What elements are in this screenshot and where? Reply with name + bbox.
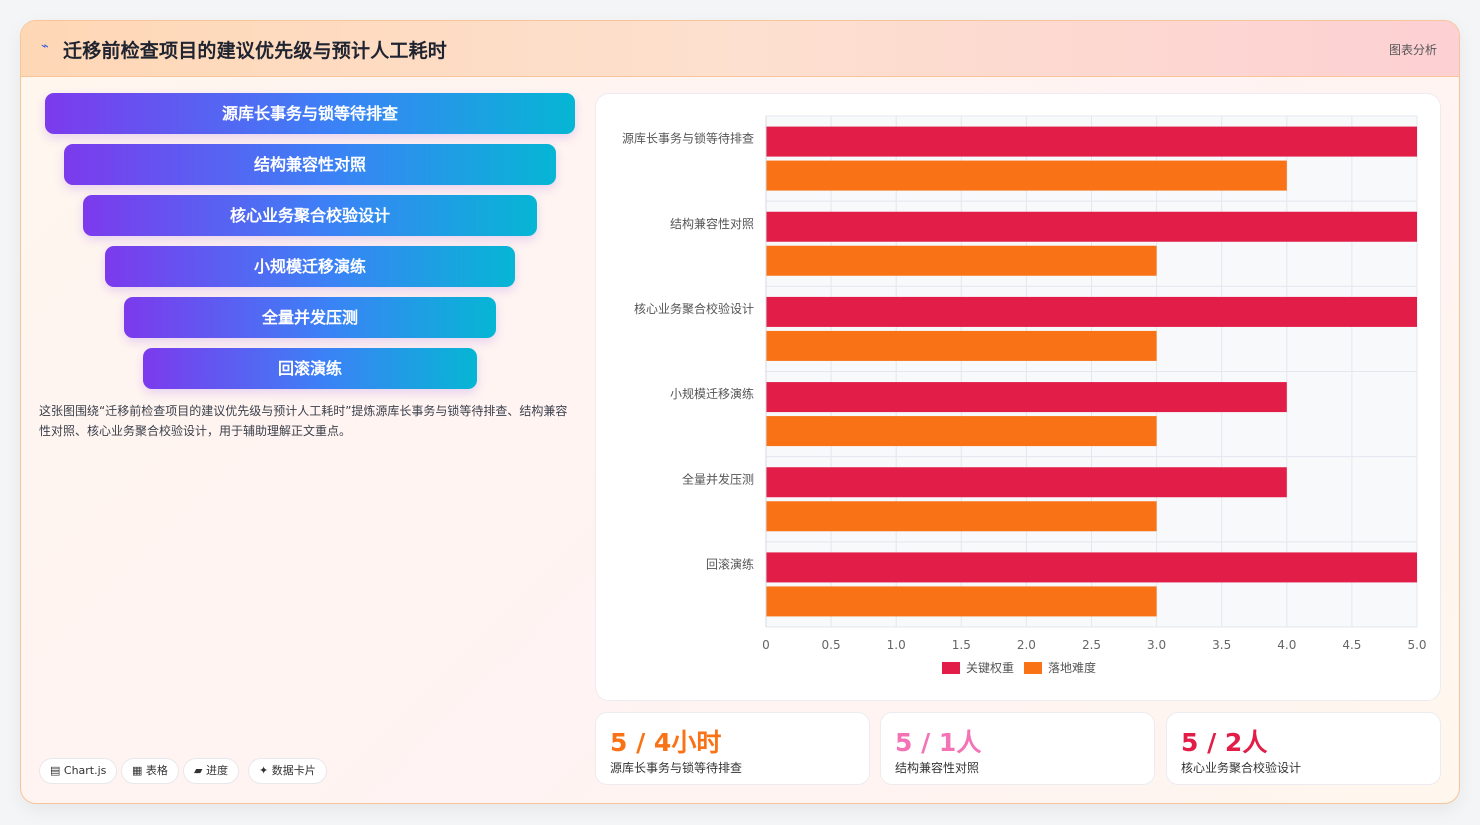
y-category-label: 小规模迁移演练: [670, 386, 754, 401]
funnel-stage-6: 回滚演练: [143, 348, 477, 389]
funnel-stage-2: 结构兼容性对照: [64, 144, 556, 185]
stat-label-3: 核心业务聚合校验设计: [1181, 761, 1302, 775]
tag-data-card[interactable]: ✦ 数据卡片: [248, 758, 327, 784]
stat-card-2: 5 / 1人 结构兼容性对照: [880, 712, 1155, 785]
bar-difficulty: [766, 586, 1157, 617]
card-header: ⌁ 迁移前检查项目的建议优先级与预计人工耗时 图表分析: [21, 21, 1459, 77]
x-tick-label: 1.0: [887, 638, 906, 652]
legend-swatch: [1024, 662, 1042, 674]
chart-analysis-link[interactable]: 图表分析: [1388, 43, 1437, 57]
stat-label-2: 结构兼容性对照: [895, 761, 980, 775]
bar-difficulty: [766, 245, 1157, 276]
tag-table[interactable]: ▦ 表格: [121, 758, 179, 784]
x-tick-label: 1.5: [952, 638, 971, 652]
y-category-label: 全量并发压测: [682, 471, 754, 486]
bar-difficulty: [766, 501, 1157, 532]
bar-key-weight: [766, 126, 1417, 157]
y-category-label: 源库长事务与锁等待排查: [622, 131, 754, 146]
x-tick-label: 0.5: [822, 638, 841, 652]
trend-icon: ⌁: [41, 39, 49, 54]
bar-key-weight: [766, 296, 1417, 327]
x-tick-label: 2.0: [1017, 638, 1036, 652]
stat-value-3: 5 / 2人: [1181, 728, 1268, 757]
x-tick-label: 4.5: [1342, 638, 1361, 652]
stat-label-1: 源库长事务与锁等待排查: [610, 761, 743, 775]
legend-swatch: [942, 662, 960, 674]
x-tick-label: 4.0: [1277, 638, 1296, 652]
bar-key-weight: [766, 467, 1287, 498]
y-category-label: 结构兼容性对照: [670, 216, 754, 231]
bar-difficulty: [766, 330, 1157, 361]
stat-card-1: 5 / 4小时 源库长事务与锁等待排查: [595, 712, 870, 785]
legend-label: 关键权重: [966, 661, 1014, 675]
legend-label: 落地难度: [1048, 660, 1096, 675]
x-tick-label: 0: [762, 638, 770, 652]
y-category-label: 核心业务聚合校验设计: [634, 301, 754, 316]
x-tick-label: 3.5: [1212, 638, 1231, 652]
x-tick-label: 2.5: [1082, 638, 1101, 652]
chart-description: 这张图围绕“迁移前检查项目的建议优先级与预计人工耗时”提炼源库长事务与锁等待排查…: [39, 404, 568, 438]
bar-difficulty: [766, 416, 1157, 447]
dashboard-card: ⌁ 迁移前检查项目的建议优先级与预计人工耗时 图表分析 源库长事务与锁等待排查 …: [20, 20, 1460, 804]
stat-card-3: 5 / 2人 核心业务聚合校验设计: [1166, 712, 1441, 785]
bar-key-weight: [766, 552, 1417, 583]
funnel-stage-1: 源库长事务与锁等待排查: [45, 93, 575, 134]
stat-value-1: 5 / 4小时: [610, 728, 722, 757]
x-tick-label: 5.0: [1407, 638, 1426, 652]
chart-panel: 0 0.5 1.0 1.5 2.0 2.5 3.0 3.5 4.0 4.5 5.0 源库长事务与锁等待…: [595, 93, 1441, 701]
funnel-stage-5: 全量并发压测: [124, 297, 496, 338]
x-tick-label: 3.0: [1147, 638, 1166, 652]
funnel-stage-3: 核心业务聚合校验设计: [83, 195, 537, 236]
stat-value-2: 5 / 1人: [895, 728, 982, 757]
tag-chartjs[interactable]: ▤ Chart.js: [39, 758, 118, 784]
bar-key-weight: [766, 382, 1287, 413]
page-title: 迁移前检查项目的建议优先级与预计人工耗时: [63, 40, 448, 62]
tag-progress[interactable]: ▰ 进度: [183, 758, 239, 784]
y-category-label: 回滚演练: [706, 556, 754, 571]
bar-key-weight: [766, 211, 1417, 242]
bar-difficulty: [766, 160, 1287, 191]
bar-chart: 0 0.5 1.0 1.5 2.0 2.5 3.0 3.5 4.0 4.5 5.0 源库长事务与锁等待…: [622, 115, 1427, 675]
funnel-stage-4: 小规模迁移演练: [105, 246, 515, 287]
